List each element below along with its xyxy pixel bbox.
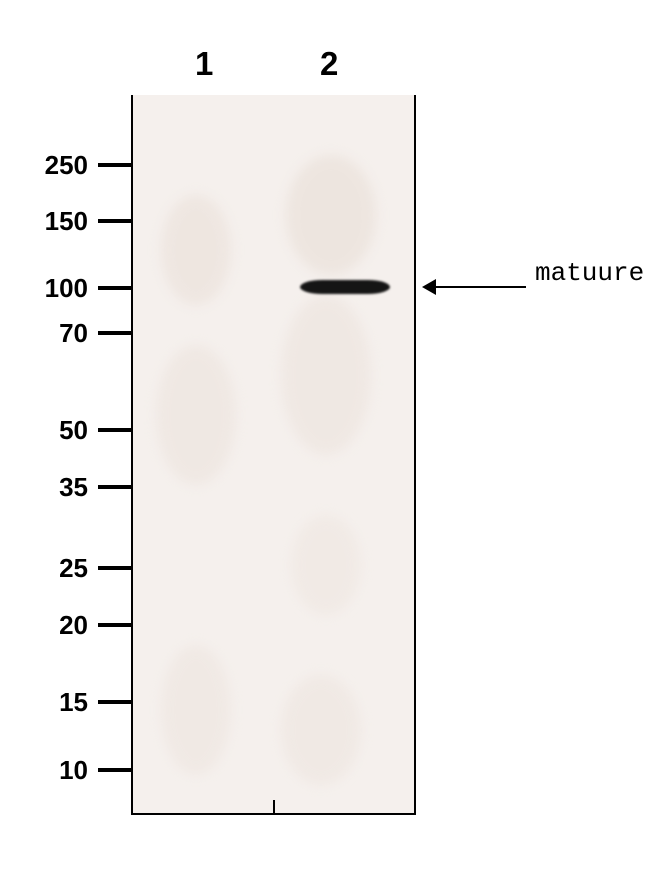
mw-tick <box>98 219 133 223</box>
bg-smudge <box>161 195 231 305</box>
lane-divider-tick <box>273 800 275 815</box>
mw-70: 70 <box>59 318 88 349</box>
band-arrow-line <box>436 286 526 288</box>
bg-smudge <box>291 515 361 615</box>
bg-smudge <box>156 345 236 485</box>
mw-tick <box>98 700 133 704</box>
mw-tick <box>98 485 133 489</box>
blot-border-right <box>414 95 416 815</box>
mw-tick <box>98 331 133 335</box>
bg-smudge <box>281 675 361 785</box>
band-arrow-head <box>422 279 436 295</box>
mw-150: 150 <box>45 206 88 237</box>
mw-20: 20 <box>59 610 88 641</box>
lane-1-label: 1 <box>195 45 213 83</box>
bg-smudge <box>281 295 371 455</box>
mw-100: 100 <box>45 273 88 304</box>
mature-band <box>300 280 390 294</box>
blot-figure: 1 2 250 150 100 70 50 35 25 20 15 10 mat… <box>0 0 650 870</box>
bg-smudge <box>161 645 231 775</box>
mw-50: 50 <box>59 415 88 446</box>
mw-35: 35 <box>59 472 88 503</box>
blot-membrane <box>131 95 416 815</box>
lane-2-label: 2 <box>320 45 338 83</box>
blot-border-left <box>131 95 133 815</box>
mw-tick <box>98 286 133 290</box>
mw-15: 15 <box>59 687 88 718</box>
mw-tick <box>98 163 133 167</box>
mw-tick <box>98 768 133 772</box>
mw-tick <box>98 566 133 570</box>
mw-10: 10 <box>59 755 88 786</box>
bg-smudge <box>286 155 376 275</box>
mw-250: 250 <box>45 150 88 181</box>
mw-tick <box>98 623 133 627</box>
band-arrow-label: matuure <box>535 258 644 288</box>
mw-25: 25 <box>59 553 88 584</box>
mw-tick <box>98 428 133 432</box>
